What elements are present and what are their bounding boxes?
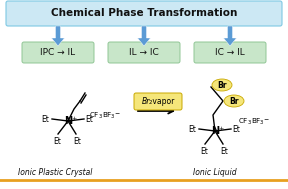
- Text: Ionic Liquid: Ionic Liquid: [193, 168, 237, 177]
- Text: N: N: [211, 126, 219, 136]
- Text: +: +: [71, 115, 76, 121]
- Text: Et: Et: [73, 137, 81, 146]
- Text: Ionic Plastic Crystal: Ionic Plastic Crystal: [18, 168, 92, 177]
- Text: IPC → IL: IPC → IL: [40, 48, 75, 57]
- Text: Et: Et: [188, 125, 196, 133]
- FancyBboxPatch shape: [194, 42, 266, 63]
- Text: BF: BF: [251, 118, 260, 124]
- Polygon shape: [137, 26, 151, 46]
- Text: Et: Et: [41, 115, 49, 123]
- FancyBboxPatch shape: [22, 42, 94, 63]
- Text: Chemical Phase Transformation: Chemical Phase Transformation: [51, 9, 237, 19]
- Text: CF: CF: [239, 118, 248, 124]
- Text: Et: Et: [53, 137, 61, 146]
- Text: −: −: [114, 111, 119, 115]
- Text: 3: 3: [111, 114, 114, 119]
- Text: 3: 3: [260, 120, 263, 125]
- Text: Et: Et: [200, 147, 208, 156]
- Text: vapor: vapor: [150, 97, 174, 106]
- Text: −: −: [263, 116, 268, 122]
- Text: N: N: [64, 116, 72, 126]
- Text: Br: Br: [229, 97, 239, 105]
- Ellipse shape: [212, 79, 232, 91]
- Text: CF: CF: [90, 112, 99, 118]
- Text: Et: Et: [220, 147, 228, 156]
- Text: 3: 3: [99, 114, 102, 119]
- Text: Br: Br: [142, 97, 150, 106]
- Text: 2: 2: [149, 101, 152, 105]
- FancyBboxPatch shape: [108, 42, 180, 63]
- FancyBboxPatch shape: [134, 93, 182, 110]
- Text: IL → IC: IL → IC: [129, 48, 159, 57]
- FancyBboxPatch shape: [6, 1, 282, 26]
- Text: IC → IL: IC → IL: [215, 48, 245, 57]
- Text: Br: Br: [217, 81, 227, 90]
- Text: 3: 3: [248, 120, 251, 125]
- Text: +: +: [218, 125, 223, 130]
- Text: BF: BF: [102, 112, 111, 118]
- Text: Et: Et: [85, 115, 93, 123]
- Polygon shape: [223, 26, 236, 46]
- Text: Et: Et: [232, 125, 240, 133]
- Ellipse shape: [224, 95, 244, 107]
- Polygon shape: [52, 26, 65, 46]
